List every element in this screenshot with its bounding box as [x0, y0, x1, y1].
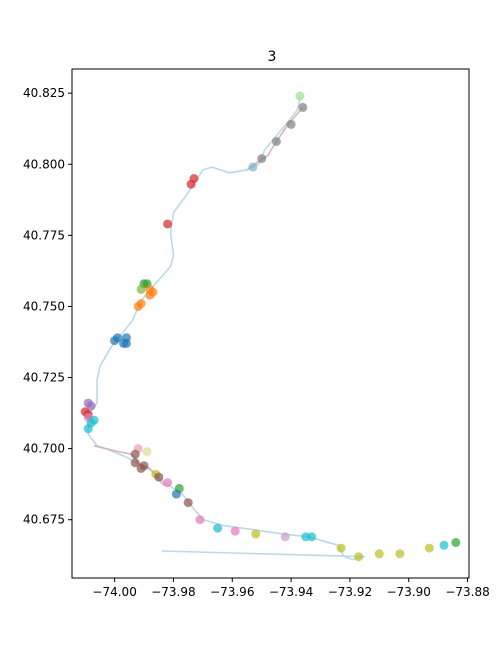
data-point [186, 179, 196, 189]
y-tick-label: 40.775 [23, 228, 65, 242]
data-point [163, 219, 173, 229]
data-point [145, 290, 155, 300]
chart-title: 3 [268, 49, 277, 65]
x-tick-label: −73.98 [151, 585, 195, 599]
data-point [439, 540, 449, 550]
data-point [183, 498, 193, 508]
route-line [87, 98, 366, 561]
y-tick-label: 40.725 [23, 371, 65, 385]
data-point [121, 338, 131, 348]
data-point [163, 478, 173, 488]
data-point [451, 538, 461, 547]
data-point [251, 529, 261, 539]
data-point [130, 449, 140, 459]
data-point [424, 543, 434, 553]
data-point [86, 401, 96, 411]
data-point [142, 447, 152, 456]
x-tick-label: −73.88 [445, 585, 489, 599]
data-point [230, 526, 240, 536]
data-point [307, 532, 317, 542]
data-point [395, 549, 405, 559]
x-tick-label: −73.96 [210, 585, 254, 599]
data-point [154, 472, 164, 482]
y-tick-label: 40.675 [23, 513, 65, 527]
y-tick-label: 40.800 [23, 157, 65, 171]
x-axis-ticks: −74.00 −73.98 −73.96 −73.94 −73.92 −73.90 −73.… [92, 578, 490, 599]
x-tick-label: −73.90 [387, 585, 431, 599]
data-point [271, 137, 281, 146]
data-point [336, 543, 346, 553]
data-points [80, 91, 461, 562]
data-point [136, 464, 146, 473]
data-point [280, 532, 290, 542]
data-point [354, 552, 364, 562]
data-point [295, 91, 305, 101]
data-point [248, 162, 258, 172]
x-tick-label: −74.00 [92, 585, 136, 599]
data-point [133, 301, 143, 311]
data-point [286, 119, 296, 129]
data-point [213, 523, 223, 533]
data-point [257, 154, 267, 164]
data-point [374, 549, 384, 559]
data-point [298, 102, 308, 112]
y-tick-label: 40.700 [23, 442, 65, 456]
data-point [113, 333, 123, 343]
data-point [130, 458, 140, 468]
data-point [83, 424, 93, 434]
y-axis-ticks: 40.675 40.700 40.725 40.750 40.775 40.800 40.8… [23, 86, 72, 527]
x-tick-label: −73.92 [328, 585, 372, 599]
y-tick-label: 40.750 [23, 299, 65, 313]
y-tick-label: 40.825 [23, 86, 65, 100]
data-point [195, 515, 205, 525]
x-tick-label: −73.94 [269, 585, 313, 599]
data-point [171, 489, 181, 499]
data-point [136, 284, 146, 294]
axes-frame [71, 68, 470, 579]
